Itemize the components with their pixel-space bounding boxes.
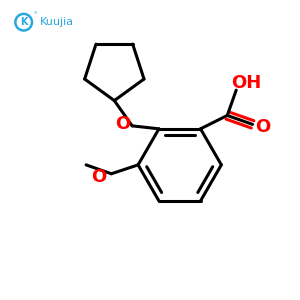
Text: Kuujia: Kuujia [40, 17, 74, 27]
Text: K: K [20, 17, 27, 27]
Text: OH: OH [232, 74, 262, 92]
Text: O: O [255, 118, 271, 136]
Text: O: O [116, 116, 131, 134]
Text: °: ° [34, 12, 37, 18]
Text: O: O [91, 168, 106, 186]
